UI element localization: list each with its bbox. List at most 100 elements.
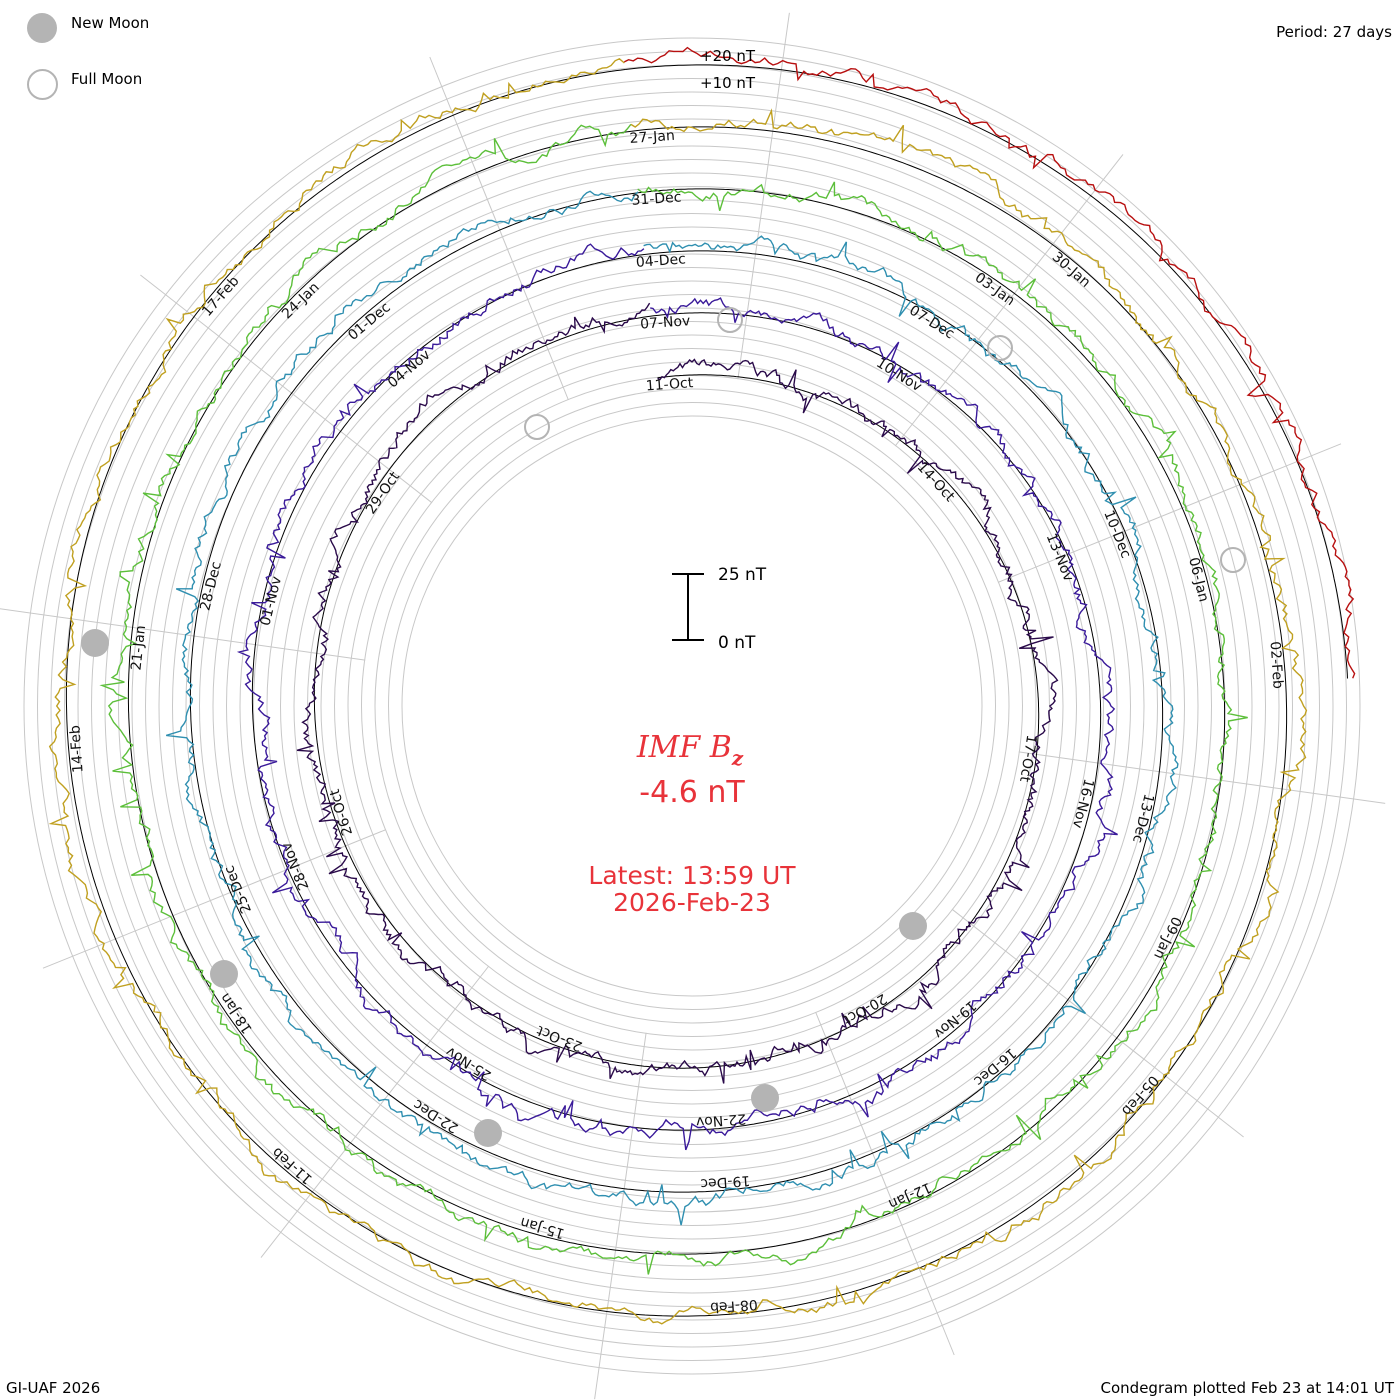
radial-spoke xyxy=(1018,751,1386,804)
grid-ring xyxy=(293,307,1091,1105)
trace-Feb xyxy=(623,46,1356,679)
grid-ring xyxy=(145,159,1239,1253)
date-tick: 07-Dec xyxy=(906,302,957,342)
plotted-label: Condegram plotted Feb 23 at 14:01 UT xyxy=(1100,1379,1394,1397)
grid-ring xyxy=(23,37,1361,1375)
grid-ring xyxy=(239,253,1145,1159)
grid-ring xyxy=(104,118,1280,1294)
radial-spoke xyxy=(815,1011,955,1356)
scale-bottom-label: 0 nT xyxy=(718,633,756,653)
chart-title-main: IMF B xyxy=(636,730,732,765)
full-moon-marker xyxy=(524,414,550,440)
grid-ring xyxy=(253,267,1131,1145)
date-tick: 06-Jan xyxy=(1185,556,1211,604)
date-tick: 02-Feb xyxy=(1266,641,1285,690)
moon-markers xyxy=(81,307,1246,1147)
grid-ring xyxy=(77,91,1307,1321)
grid-ring xyxy=(374,388,1010,1024)
full-moon-marker xyxy=(717,307,743,333)
baseline-04-Dec xyxy=(189,192,1164,1193)
baseline-07-Nov xyxy=(251,254,1102,1131)
date-tick: 14-Feb xyxy=(67,725,86,774)
grid-ring xyxy=(131,145,1253,1267)
grid-ring xyxy=(64,78,1320,1334)
date-tick: 01-Nov xyxy=(257,575,285,628)
new-moon-marker xyxy=(899,912,927,940)
scale-bar: 25 nT 0 nT xyxy=(672,565,767,653)
latest-time: Latest: 13:59 UT xyxy=(588,861,796,890)
radial-spoke xyxy=(997,443,1342,583)
date-tick: 20-Oct xyxy=(840,990,890,1028)
series-traces xyxy=(48,46,1356,1325)
grid-ring xyxy=(320,334,1064,1078)
trace-04-Dec xyxy=(165,190,1179,1226)
chart-title-sub: z xyxy=(731,746,744,770)
trace-11-Oct xyxy=(296,302,1059,1084)
legend-new-moon-label: New Moon xyxy=(71,14,150,32)
full-moon-icon xyxy=(27,69,58,100)
radial-spoke xyxy=(594,1032,647,1400)
date-tick: 26-Oct xyxy=(327,787,356,838)
grid-ring xyxy=(158,172,1226,1240)
grid-ring xyxy=(307,321,1077,1091)
date-tick: 31-Dec xyxy=(631,189,682,208)
grid-ring xyxy=(185,199,1199,1213)
grid-ring xyxy=(212,226,1172,1186)
grid-ring xyxy=(347,361,1037,1051)
grid-rings xyxy=(23,37,1361,1375)
trace-31-Dec xyxy=(99,123,1248,1275)
grid-ring xyxy=(37,51,1347,1361)
new-moon-icon xyxy=(27,13,57,43)
new-moon-marker xyxy=(81,629,109,657)
grid-ring xyxy=(388,402,996,1010)
baseline-27-Jan xyxy=(65,69,1288,1317)
radial-spoke xyxy=(260,965,490,1258)
legend-full-moon-label: Full Moon xyxy=(71,70,143,88)
radial-spoke xyxy=(0,608,366,661)
date-tick: 22-Nov xyxy=(695,1110,746,1129)
ref-label-10: +10 nT xyxy=(700,74,756,92)
ref-label-20: +20 nT xyxy=(700,47,756,65)
period-label: Period: 27 days xyxy=(1276,23,1392,41)
date-tick: 27-Jan xyxy=(629,128,675,147)
date-tick: 04-Dec xyxy=(635,251,686,270)
date-tick: 18-Jan xyxy=(217,990,256,1036)
date-tick: 29-Oct xyxy=(363,469,403,518)
scale-top-label: 25 nT xyxy=(718,565,767,585)
radial-spoke xyxy=(42,829,387,969)
radial-spoke xyxy=(951,908,1244,1138)
new-moon-marker xyxy=(210,960,238,988)
grid-ring xyxy=(226,240,1158,1172)
date-tick: 11-Oct xyxy=(645,375,694,394)
grid-ring xyxy=(280,294,1104,1118)
date-tick: 21-Jan xyxy=(129,625,150,672)
trace-07-Nov xyxy=(236,243,1118,1151)
grid-ring xyxy=(172,186,1212,1226)
date-tick: 07-Nov xyxy=(640,313,691,332)
new-moon-marker xyxy=(751,1084,779,1112)
new-moon-marker xyxy=(474,1119,502,1147)
date-tick: 05-Feb xyxy=(1118,1072,1161,1119)
chart-title: IMF Bz xyxy=(636,730,744,770)
grid-ring xyxy=(401,415,983,997)
date-tick: 25-Nov xyxy=(443,1043,494,1083)
date-tick: 08-Feb xyxy=(709,1296,758,1315)
radial-spoke xyxy=(737,12,790,380)
credit-label: GI-UAF 2026 xyxy=(6,1379,101,1397)
date-tick: 16-Nov xyxy=(1069,777,1097,830)
date-tick: 14-Oct xyxy=(914,459,958,505)
date-tick: 19-Dec xyxy=(700,1172,751,1191)
grid-ring xyxy=(199,213,1185,1199)
date-tick: 17-Oct xyxy=(1016,734,1039,784)
date-tick: 16-Dec xyxy=(970,1044,1019,1088)
trace-27-Jan xyxy=(48,57,1308,1325)
radial-spoke xyxy=(894,154,1124,447)
grid-ring xyxy=(266,280,1118,1132)
baseline-11-Oct xyxy=(313,315,1040,1069)
radial-spokes xyxy=(0,12,1386,1400)
baseline-Feb xyxy=(625,64,1348,679)
full-moon-marker xyxy=(987,335,1013,361)
date-tick: 28-Dec xyxy=(197,560,225,612)
